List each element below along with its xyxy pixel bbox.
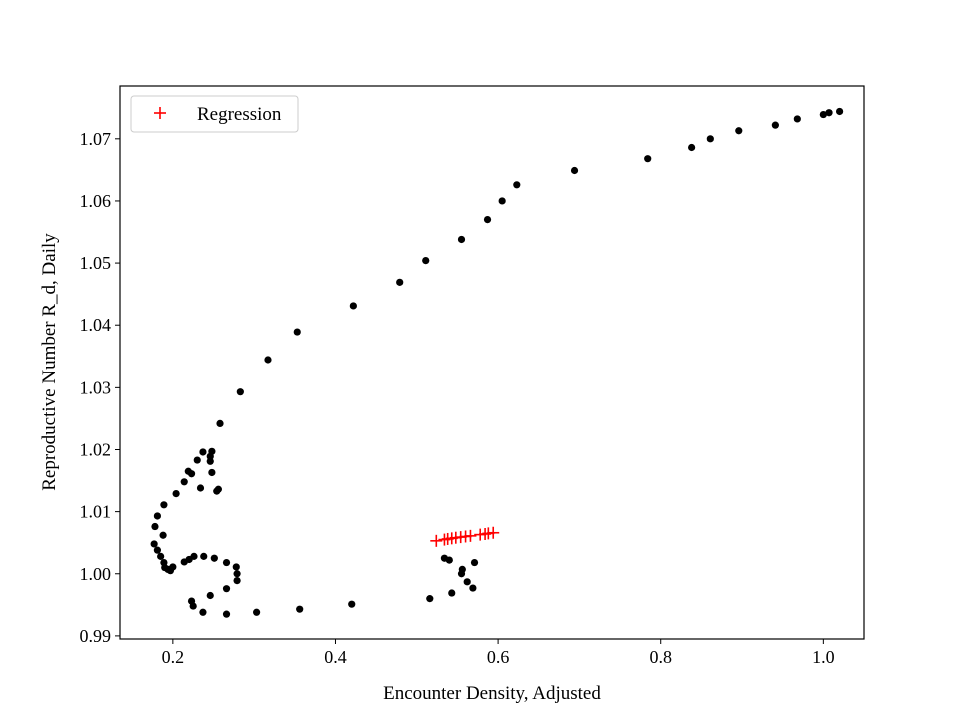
data-point [199,608,207,616]
data-point [222,610,231,618]
plot-frame [119,85,865,640]
data-point [187,470,196,478]
y-axis-label: Reproductive Number R_d, Daily [39,233,60,491]
data-point [236,388,244,396]
data-point [160,501,168,509]
x-tick-label: 0.6 [487,647,510,667]
data-point [210,554,218,562]
y-tick-label: 1.02 [80,439,112,459]
regression-point [464,529,477,542]
data-point [706,135,714,143]
data-point [200,552,208,560]
data-point [735,127,743,135]
data-point [233,570,241,578]
x-tick-label: 1.0 [812,647,835,667]
data-point [836,107,844,116]
regression-point [430,534,443,547]
data-point [348,600,356,608]
data-point [222,558,231,567]
data-point [151,522,159,531]
data-point [180,478,188,486]
data-point [457,235,466,244]
data-point [222,585,231,593]
data-point [396,278,404,286]
data-point [570,166,579,175]
legend-marker-regression [154,107,166,119]
data-point [793,115,801,123]
data-point [445,556,453,564]
data-point [825,109,833,117]
legend: Regression [130,95,299,133]
regression-point [487,526,500,539]
axis-ticks-layer: 0.2 0.4 0.6 0.8 1.0 0.99 1.00 1.01 1.02 1.03 1.04 1… [80,129,835,667]
data-point [644,155,652,163]
data-points-layer [150,107,844,618]
legend-box [130,95,299,133]
data-point [206,452,214,460]
data-point [264,356,272,364]
data-point [189,602,197,610]
x-tick-label: 0.2 [162,647,185,667]
data-point [150,540,158,548]
data-point [293,328,301,336]
data-point [457,570,466,578]
y-tick-label: 0.99 [80,626,112,646]
data-point [688,143,696,152]
data-point [349,302,357,310]
data-point [190,552,198,560]
data-point [157,552,165,560]
data-point [296,605,304,613]
y-tick-label: 1.05 [80,253,112,273]
data-point [206,457,214,465]
data-point [169,563,177,571]
data-point [483,215,492,224]
data-point [426,595,434,603]
y-tick-label: 1.03 [80,377,112,397]
x-tick-label: 0.4 [324,647,347,667]
y-tick-label: 1.04 [80,315,112,335]
data-point [208,468,216,477]
data-point [193,456,201,464]
data-point [214,485,222,493]
legend-label-regression: Regression [197,104,282,125]
data-point [448,589,456,597]
data-point [153,546,162,554]
data-point [206,591,214,600]
y-tick-label: 1.07 [80,129,112,149]
data-point [513,181,521,189]
x-tick-label: 0.8 [649,647,672,667]
data-point [253,608,261,616]
y-tick-label: 1.01 [80,502,112,522]
data-point [232,563,240,571]
data-point [216,419,224,427]
data-point [172,490,180,498]
data-point [422,256,430,265]
y-tick-label: 1.00 [80,564,112,584]
x-axis-label: Encounter Density, Adjusted [383,683,601,704]
y-tick-label: 1.06 [80,191,112,211]
data-point [199,448,207,456]
data-point [470,558,479,567]
legend-plus-icon [154,107,166,119]
data-point [153,512,162,520]
data-point [463,578,471,586]
data-point [469,584,477,592]
data-point [196,484,205,492]
data-point [159,531,167,539]
data-point [771,121,779,129]
data-point [498,197,506,205]
data-point [819,110,827,119]
data-point [233,576,241,585]
